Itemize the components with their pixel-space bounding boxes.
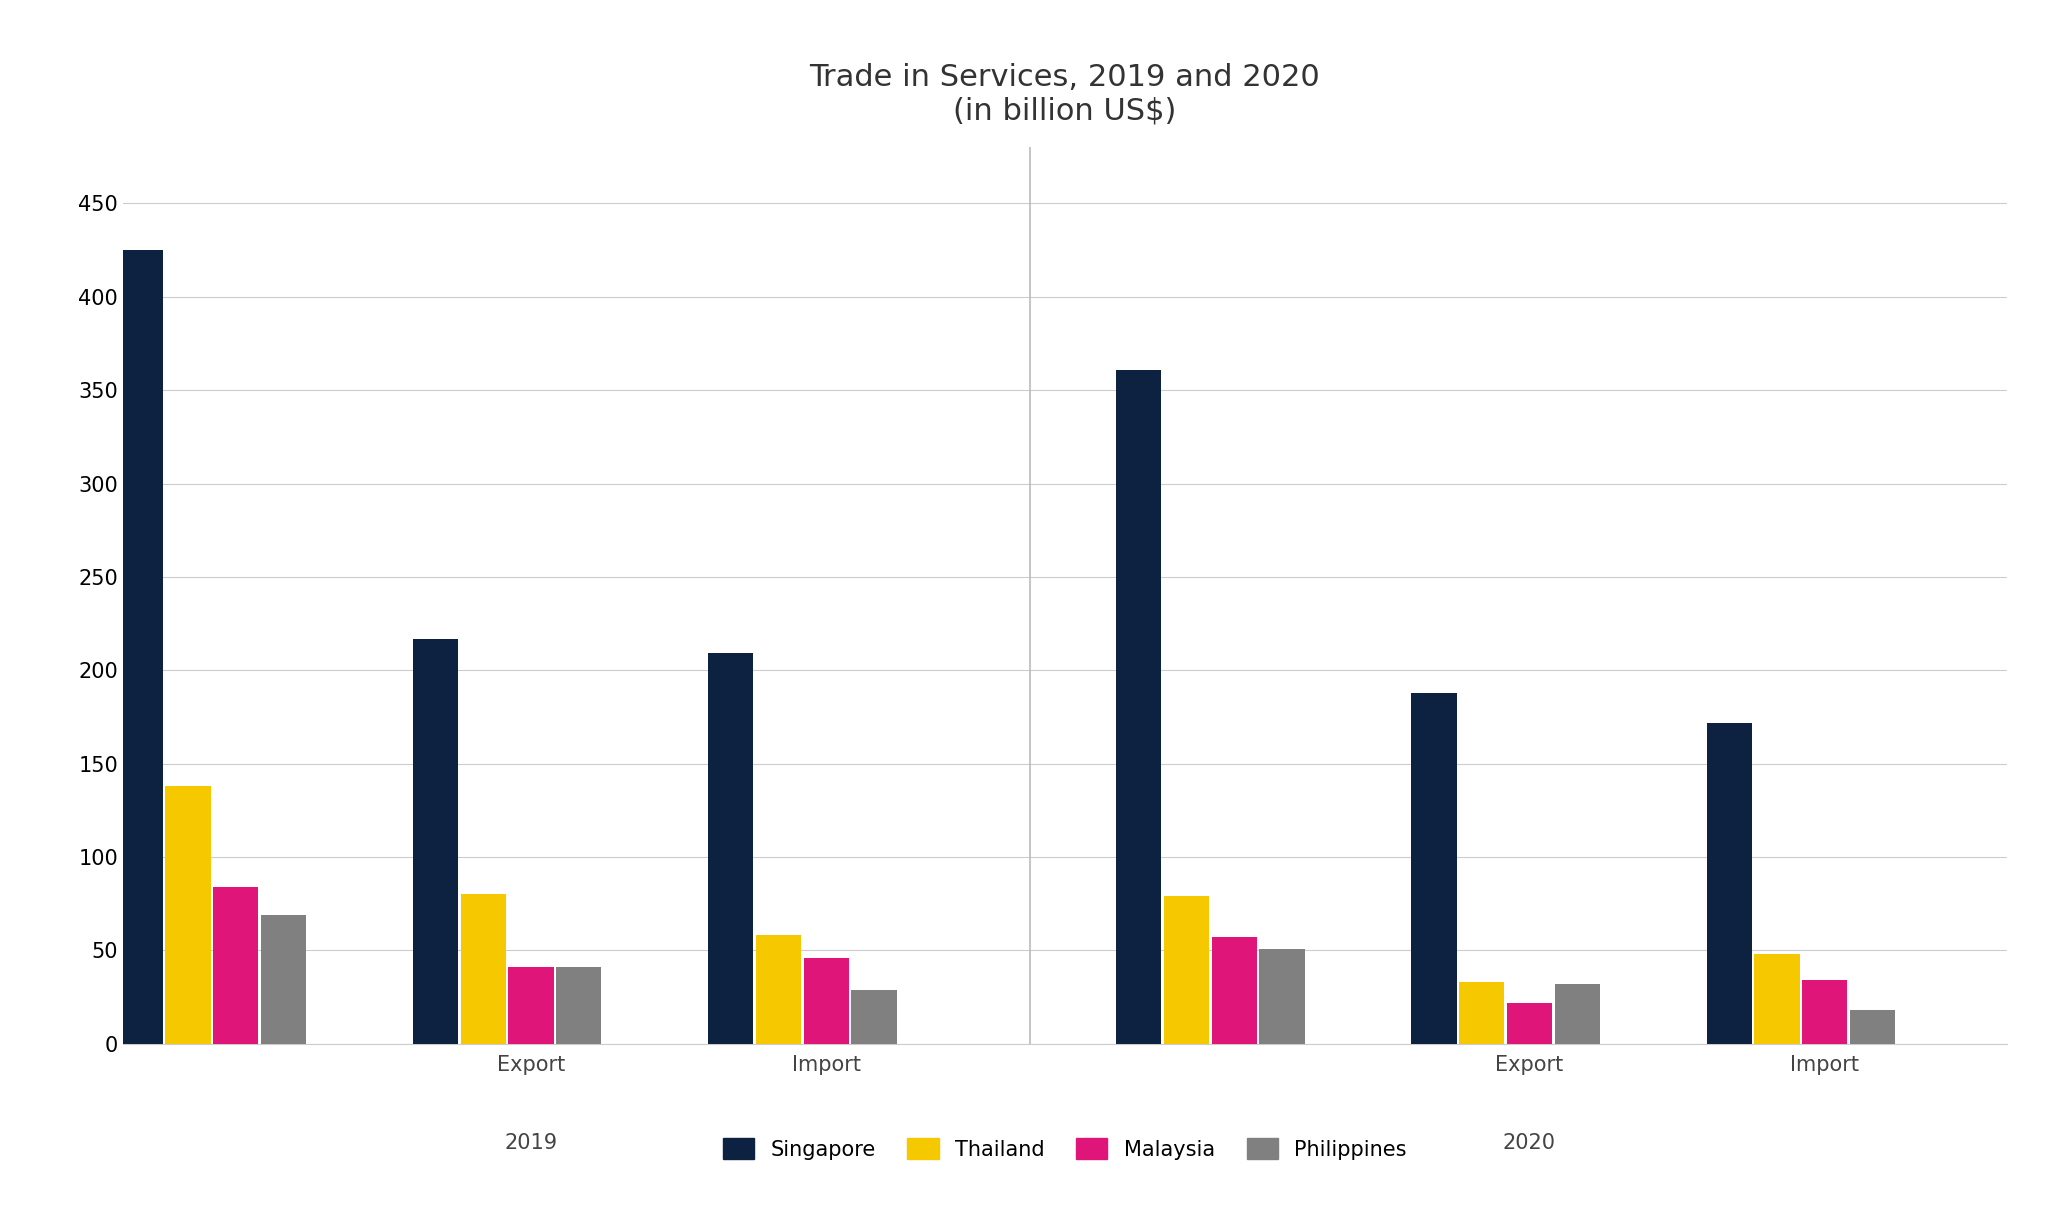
- Bar: [803, 958, 848, 1044]
- Bar: [1116, 370, 1161, 1044]
- Bar: [1507, 1003, 1552, 1044]
- Bar: [166, 786, 211, 1044]
- Bar: [1755, 954, 1800, 1044]
- Bar: [508, 968, 553, 1044]
- Bar: [1212, 937, 1257, 1044]
- Bar: [1849, 1011, 1894, 1044]
- Bar: [1260, 948, 1305, 1044]
- Legend: Singapore, Thailand, Malaysia, Philippines: Singapore, Thailand, Malaysia, Philippin…: [715, 1130, 1415, 1168]
- Bar: [557, 968, 602, 1044]
- Bar: [414, 639, 459, 1044]
- Bar: [1458, 982, 1505, 1044]
- Bar: [756, 936, 801, 1044]
- Bar: [1411, 693, 1456, 1044]
- Bar: [461, 894, 506, 1044]
- Text: 2019: 2019: [504, 1133, 557, 1153]
- Text: 2020: 2020: [1503, 1133, 1556, 1153]
- Bar: [1163, 896, 1208, 1044]
- Bar: [260, 915, 307, 1044]
- Bar: [117, 251, 164, 1044]
- Bar: [709, 653, 754, 1044]
- Bar: [852, 990, 897, 1044]
- Bar: [1802, 980, 1847, 1044]
- Bar: [213, 887, 258, 1044]
- Bar: [1706, 722, 1751, 1044]
- Title: Trade in Services, 2019 and 2020
(in billion US$): Trade in Services, 2019 and 2020 (in bil…: [809, 63, 1321, 125]
- Bar: [1554, 984, 1599, 1044]
